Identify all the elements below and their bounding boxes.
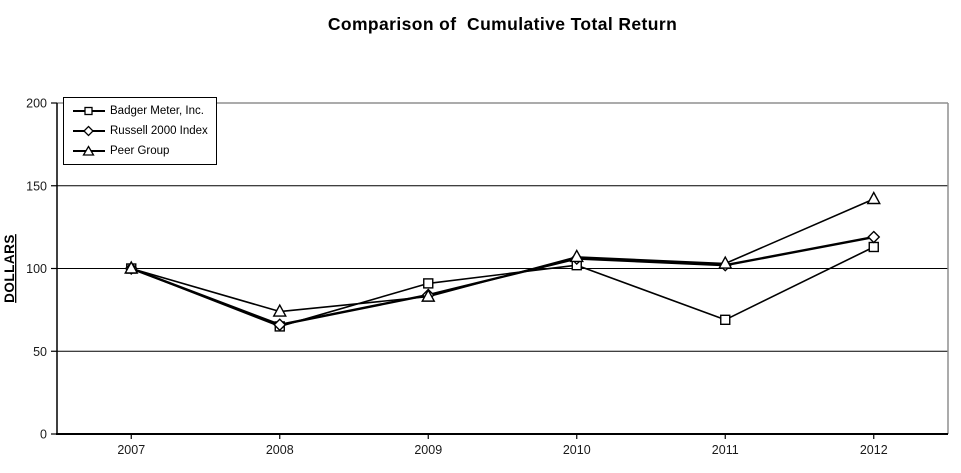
x-tick-label: 2010 [563,443,591,457]
triangle-marker [866,191,881,205]
square-marker [720,314,731,326]
legend-label: Russell 2000 Index [110,125,208,137]
square-marker-icon [73,106,105,116]
triangle-marker [718,255,733,269]
diamond-marker [273,318,287,332]
x-tick-label: 2008 [266,443,294,457]
y-axis-title: DOLLARS [2,234,17,303]
diamond-marker [867,230,881,244]
y-tick-label: 200 [26,97,47,111]
legend-label: Peer Group [110,145,170,157]
y-tick-label: 150 [26,179,47,193]
legend-item-russell-2000: Russell 2000 Index [72,122,216,140]
series-line-peer-group [131,198,875,313]
x-tick-label: 2012 [860,443,888,457]
legend-item-peer-group: Peer Group [72,142,216,160]
chart-title: Comparison of Cumulative Total Return [327,14,678,34]
x-tick-label: 2011 [712,443,739,457]
square-marker [423,278,434,289]
x-tick-label: 2009 [414,443,442,457]
y-tick-label: 50 [33,345,47,359]
series-line-badger-meter-inc [130,246,875,328]
legend-label: Badger Meter, Inc. [110,105,204,117]
y-tick-label: 0 [40,428,47,442]
x-tick-label: 2007 [117,443,145,457]
y-tick-label: 100 [26,262,47,276]
triangle-marker [272,303,287,317]
square-marker [868,241,879,253]
triangle-marker-icon [73,145,105,156]
diamond-marker-icon [73,125,105,137]
triangle-marker [124,260,139,274]
triangle-marker [569,248,584,263]
triangle-marker [421,288,436,302]
legend-item-badger-meter: Badger Meter, Inc. [72,102,216,120]
legend: Badger Meter, Inc. Russell 2000 Index Pe… [63,97,217,165]
series-line-russell-2000-index [130,235,874,326]
